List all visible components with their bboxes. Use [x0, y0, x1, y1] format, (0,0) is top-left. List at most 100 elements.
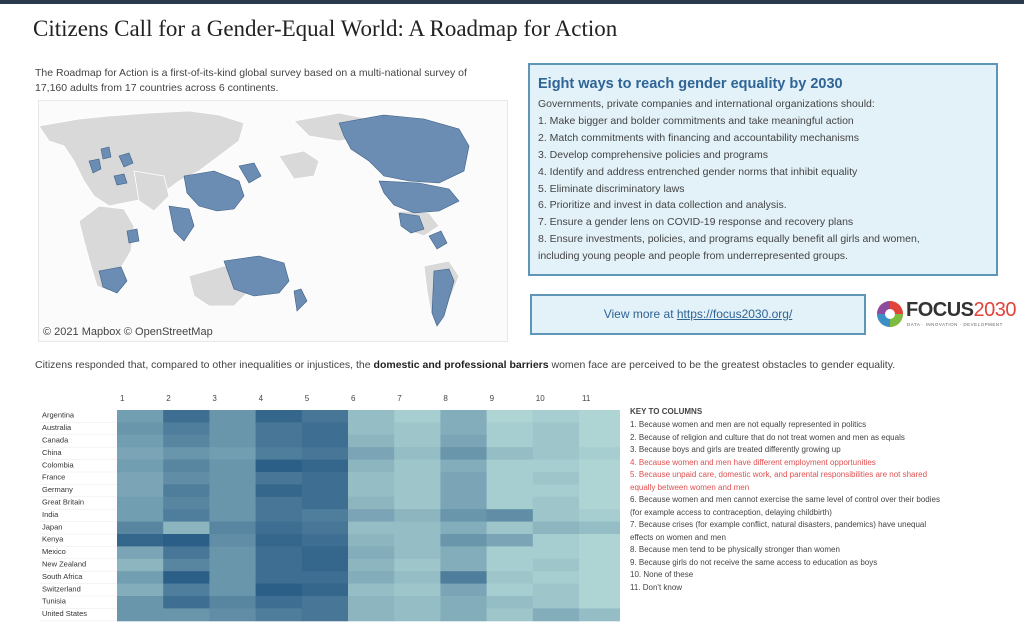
heatmap-cell[interactable] [532, 558, 580, 572]
heatmap-cell[interactable] [579, 496, 620, 510]
heatmap-cell[interactable] [348, 558, 395, 572]
heatmap-cell[interactable] [486, 447, 534, 461]
heatmap-cell[interactable] [163, 571, 210, 585]
heatmap-cell[interactable] [440, 484, 488, 498]
heatmap-cell[interactable] [163, 410, 210, 423]
heatmap-cell[interactable] [394, 496, 441, 510]
heatmap-cell[interactable] [394, 558, 441, 572]
heatmap-cell[interactable] [532, 459, 580, 473]
heatmap-cell[interactable] [117, 434, 164, 448]
heatmap-cell[interactable] [486, 410, 534, 423]
heatmap-cell[interactable] [301, 608, 349, 622]
heatmap-cell[interactable] [209, 484, 257, 498]
heatmap-cell[interactable] [117, 410, 164, 423]
heatmap-cell[interactable] [117, 472, 164, 485]
heatmap-cell[interactable] [348, 459, 395, 473]
heatmap-cell[interactable] [532, 447, 580, 461]
heatmap-cell[interactable] [579, 410, 620, 423]
heatmap-cell[interactable] [301, 484, 349, 498]
heatmap-cell[interactable] [394, 583, 441, 597]
heatmap-cell[interactable] [209, 571, 257, 585]
heatmap-cell[interactable] [348, 410, 395, 423]
heatmap-cell[interactable] [348, 496, 395, 510]
heatmap-cell[interactable] [117, 534, 164, 547]
heatmap-cell[interactable] [532, 546, 580, 560]
heatmap-cell[interactable] [255, 546, 303, 560]
heatmap-cell[interactable] [440, 521, 488, 535]
heatmap-cell[interactable] [579, 608, 620, 622]
heatmap-cell[interactable] [117, 459, 164, 473]
heatmap-cell[interactable] [209, 496, 257, 510]
heatmap-cell[interactable] [440, 571, 488, 585]
heatmap-cell[interactable] [532, 583, 580, 597]
heatmap-cell[interactable] [440, 472, 488, 485]
heatmap-cell[interactable] [486, 596, 534, 609]
heatmap-cell[interactable] [579, 484, 620, 498]
heatmap-cell[interactable] [209, 459, 257, 473]
heatmap-cell[interactable] [348, 509, 395, 523]
heatmap-cell[interactable] [117, 484, 164, 498]
heatmap-cell[interactable] [163, 596, 210, 609]
heatmap-cell[interactable] [301, 496, 349, 510]
heatmap-cell[interactable] [255, 583, 303, 597]
heatmap-cell[interactable] [486, 558, 534, 572]
heatmap-cell[interactable] [163, 534, 210, 547]
heatmap-cell[interactable] [163, 583, 210, 597]
heatmap-cell[interactable] [163, 608, 210, 622]
heatmap-cell[interactable] [209, 422, 257, 436]
heatmap-cell[interactable] [348, 472, 395, 485]
heatmap-cell[interactable] [348, 484, 395, 498]
heatmap-cell[interactable] [117, 608, 164, 622]
heatmap-cell[interactable] [301, 583, 349, 597]
heatmap-cell[interactable] [209, 534, 257, 547]
heatmap-cell[interactable] [348, 596, 395, 609]
heatmap-cell[interactable] [532, 596, 580, 609]
heatmap-cell[interactable] [163, 447, 210, 461]
heatmap-cell[interactable] [117, 558, 164, 572]
heatmap-cell[interactable] [348, 422, 395, 436]
heatmap-cell[interactable] [486, 546, 534, 560]
heatmap-cell[interactable] [532, 434, 580, 448]
heatmap-cell[interactable] [394, 434, 441, 448]
heatmap-cell[interactable] [348, 583, 395, 597]
heatmap-cell[interactable] [532, 496, 580, 510]
heatmap-cell[interactable] [486, 422, 534, 436]
heatmap-cell[interactable] [255, 558, 303, 572]
heatmap-cell[interactable] [348, 546, 395, 560]
heatmap-cell[interactable] [486, 509, 534, 523]
heatmap-cell[interactable] [301, 447, 349, 461]
heatmap-cell[interactable] [209, 509, 257, 523]
heatmap-cell[interactable] [486, 571, 534, 585]
heatmap-cell[interactable] [209, 447, 257, 461]
heatmap-cell[interactable] [348, 534, 395, 547]
heatmap-cell[interactable] [163, 434, 210, 448]
heatmap-cell[interactable] [579, 521, 620, 535]
heatmap-cell[interactable] [532, 484, 580, 498]
heatmap-cell[interactable] [255, 496, 303, 510]
heatmap-cell[interactable] [486, 496, 534, 510]
heatmap-cell[interactable] [394, 509, 441, 523]
heatmap-cell[interactable] [209, 596, 257, 609]
map-credit[interactable]: © 2021 Mapbox © OpenStreetMap [43, 326, 213, 338]
heatmap-cell[interactable] [486, 534, 534, 547]
heatmap-cell[interactable] [394, 447, 441, 461]
heatmap-cell[interactable] [209, 546, 257, 560]
heatmap-cell[interactable] [209, 410, 257, 423]
heatmap-cell[interactable] [163, 472, 210, 485]
heatmap-cell[interactable] [394, 521, 441, 535]
heatmap-cell[interactable] [255, 608, 303, 622]
heatmap-cell[interactable] [579, 509, 620, 523]
heatmap-cell[interactable] [394, 596, 441, 609]
heatmap-cell[interactable] [301, 521, 349, 535]
heatmap-cell[interactable] [255, 434, 303, 448]
heatmap-cell[interactable] [163, 521, 210, 535]
heatmap-cell[interactable] [163, 484, 210, 498]
heatmap-cell[interactable] [440, 608, 488, 622]
heatmap-cell[interactable] [532, 521, 580, 535]
heatmap-cell[interactable] [532, 509, 580, 523]
heatmap-cell[interactable] [163, 496, 210, 510]
heatmap-cell[interactable] [579, 434, 620, 448]
heatmap-cell[interactable] [440, 422, 488, 436]
heatmap-cell[interactable] [440, 546, 488, 560]
heatmap-cell[interactable] [255, 509, 303, 523]
